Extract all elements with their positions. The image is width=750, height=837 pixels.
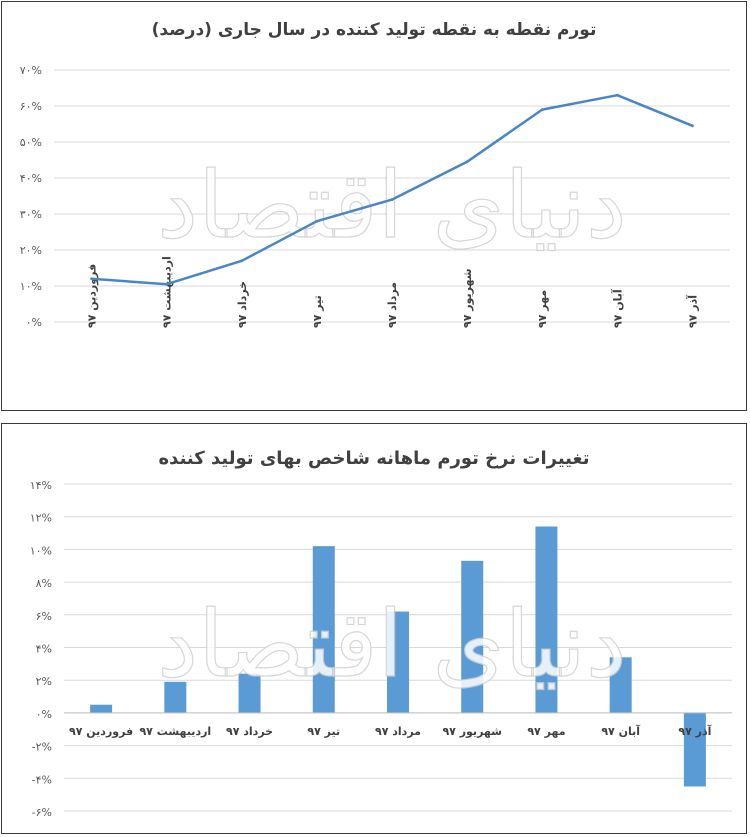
- x-tick-label: مرداد ۹۷: [375, 725, 421, 738]
- y-tick-label: ۰%: [26, 316, 42, 329]
- y-tick-label: ۱۲%: [30, 512, 52, 525]
- data-point: [315, 219, 319, 223]
- data-point: [615, 93, 619, 97]
- x-tick-label: آذر ۹۷: [678, 724, 711, 738]
- x-tick-label: شهریور ۹۷: [461, 268, 474, 328]
- data-point: [90, 277, 93, 281]
- y-tick-label: -۲%: [32, 741, 52, 754]
- bar-chart-svg: -۶% -۴% -۲% ۰% ۲% ۴% ۶% ۸% ۱۰% ۱۲% ۱۴% دنیای اقتصاد…: [30, 479, 732, 819]
- data-point: [465, 160, 469, 164]
- x-tick-label: تیر ۹۷: [311, 295, 324, 328]
- x-tick-label: اردیبهشت ۹۷: [139, 725, 211, 738]
- bar: [609, 657, 632, 713]
- bar: [238, 673, 261, 713]
- y-tick-label: ۳۰%: [20, 208, 42, 221]
- y-tick-label: ۶۰%: [20, 100, 42, 113]
- x-tick-label: آذر ۹۷: [685, 295, 699, 328]
- y-tick-label: ۴%: [36, 643, 52, 656]
- x-tick-label: مهر ۹۷: [536, 290, 549, 328]
- y-tick-label: ۱۰%: [30, 544, 52, 557]
- y-tick-label: ۸%: [36, 577, 52, 590]
- bar: [90, 704, 113, 713]
- y-tick-label: ۲%: [36, 675, 52, 688]
- bar: [461, 560, 484, 713]
- bar: [312, 546, 335, 713]
- y-tick-label: ۵۰%: [20, 136, 42, 149]
- y-tick-label: ۶%: [36, 610, 52, 623]
- x-tick-label: خرداد ۹۷: [226, 725, 273, 738]
- x-tick-label: آبان ۹۷: [610, 289, 624, 328]
- y-tick-label: ۱۰%: [20, 280, 42, 293]
- y-tick-label: -۴%: [32, 773, 52, 786]
- x-tick-label: شهریور ۹۷: [442, 725, 502, 738]
- data-point: [390, 198, 394, 202]
- x-tick-label: مهر ۹۷: [527, 725, 565, 738]
- data-point: [691, 124, 694, 128]
- y-tick-label: ۰%: [36, 708, 52, 721]
- bar: [683, 712, 706, 787]
- x-tick-label: فروردین ۹۷: [69, 725, 133, 738]
- bar-chart-panel: تغییرات نرخ تورم ماهانه شاخص بهای تولید …: [1, 423, 747, 834]
- y-tick-label: -۶%: [32, 806, 52, 819]
- watermark-text: دنیای اقتصاد: [157, 152, 627, 259]
- bar: [387, 611, 409, 713]
- y-tick-label: ۷۰%: [20, 64, 42, 77]
- x-tick-label: آبان ۹۷: [601, 724, 640, 738]
- x-tick-label: اردیبهشت ۹۷: [161, 256, 174, 328]
- bar: [164, 681, 187, 713]
- y-tick-label: ۴۰%: [20, 172, 42, 185]
- bar: [535, 526, 558, 713]
- y-tick-label: ۱۴%: [30, 479, 52, 492]
- y-tick-label: ۲۰%: [20, 244, 42, 257]
- line-chart-svg: ۰% ۱۰% ۲۰% ۳۰% ۴۰% ۵۰% ۶۰% ۷۰% دنیای اقتصاد فرورد…: [20, 64, 730, 329]
- x-tick-label: مرداد ۹۷: [386, 282, 399, 328]
- x-tick-label: خرداد ۹۷: [236, 281, 249, 328]
- data-point: [165, 282, 169, 286]
- line-chart-title: تورم نقطه به نقطه تولید کننده در سال جار…: [151, 20, 597, 40]
- data-point: [540, 108, 544, 111]
- data-point: [240, 259, 244, 263]
- x-tick-label: فروردین ۹۷: [86, 264, 99, 328]
- watermark-text: دنیای اقتصاد: [157, 591, 627, 698]
- line-chart-panel: تورم نقطه به نقطه تولید کننده در سال جار…: [1, 1, 747, 411]
- x-tick-label: تیر ۹۷: [307, 725, 340, 738]
- bar-chart-title: تغییرات نرخ تورم ماهانه شاخص بهای تولید …: [158, 448, 590, 469]
